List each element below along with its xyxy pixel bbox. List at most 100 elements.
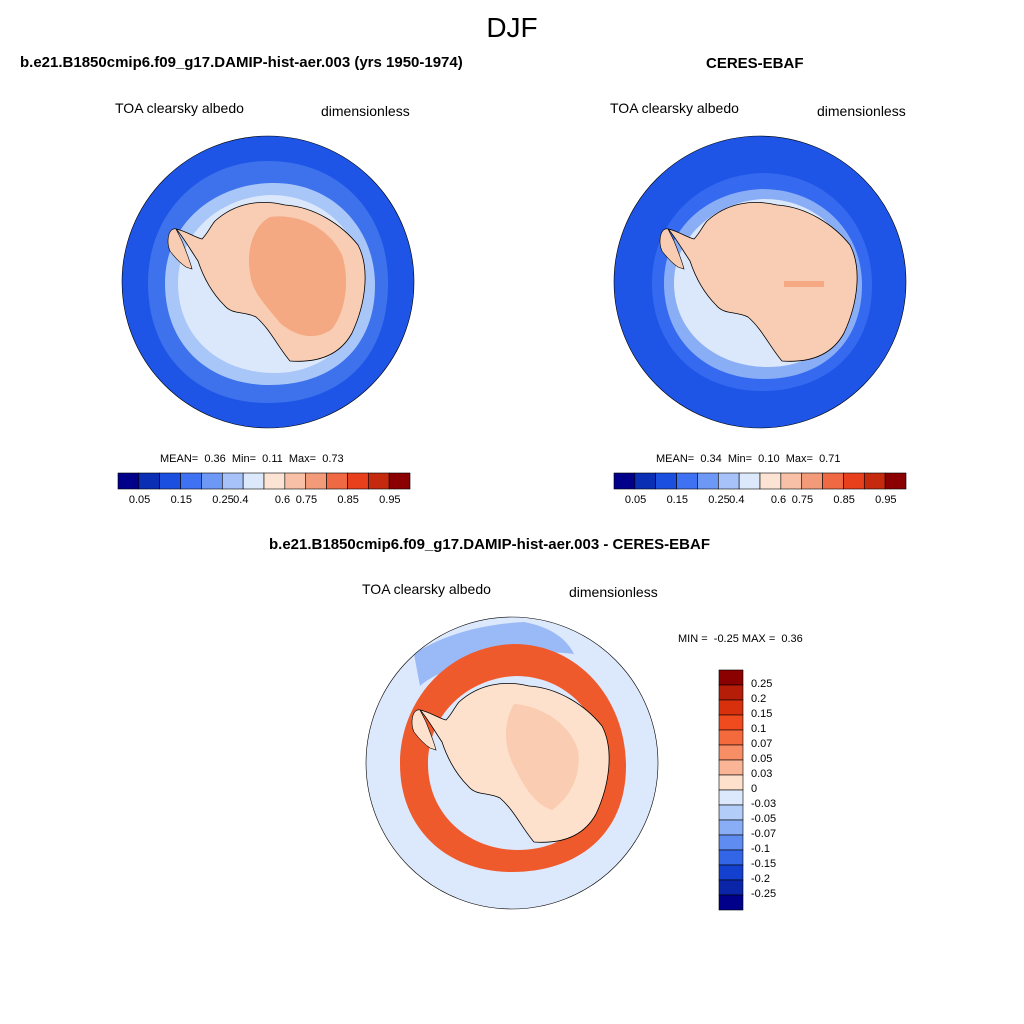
panel-3-stats: MIN = -0.25 MAX = 0.36 <box>678 633 803 645</box>
colorbar-swatch <box>305 472 327 490</box>
colorbar-tick-label: 0.95 <box>379 494 401 506</box>
panel-2-title: CERES-EBAF <box>706 55 804 72</box>
colorbar-tick-label: 0.25 <box>708 494 730 506</box>
colorbar-tick-label: 0.85 <box>337 494 359 506</box>
colorbar-swatch <box>718 759 744 776</box>
colorbar-swatch <box>843 472 865 490</box>
min-label: Min= <box>231 453 257 465</box>
colorbar-swatch <box>718 669 744 686</box>
antarctica-continent <box>666 202 858 362</box>
colorbar-tick-label: 0.05 <box>128 494 151 506</box>
colorbar-tick-label: 0.05 <box>624 494 647 506</box>
colorbar-swatch <box>326 472 348 490</box>
colorbar-swatch <box>759 472 782 490</box>
colorbar-tick-label: 0 <box>751 783 758 795</box>
min-label: Min= <box>727 453 753 465</box>
colorbar-tick-label: 0.75 <box>791 494 814 506</box>
colorbar-tick-label: 0.15 <box>751 708 773 720</box>
colorbar-swatch <box>655 472 677 490</box>
colorbar-tick-label: -0.07 <box>751 828 777 840</box>
panel-2-polar-map <box>613 135 907 429</box>
colorbar-tick-label: -0.2 <box>751 873 770 885</box>
colorbar-tick-label: 0.4 <box>729 494 745 506</box>
panel-3-variable-label: TOA clearsky albedo <box>362 581 491 597</box>
colorbar-tick-label: 0.2 <box>751 693 767 705</box>
colorbar-swatch <box>718 684 744 701</box>
max-label: MAX = <box>741 633 776 645</box>
panel-3-units-label: dimensionless <box>569 584 658 600</box>
east-antarctic-plateau <box>248 216 347 337</box>
colorbar-swatch <box>388 472 411 490</box>
mean-label: MEAN= <box>656 453 695 465</box>
panel-2-stats: MEAN= 0.34 Min= 0.10 Max= 0.71 <box>656 453 840 465</box>
antarctic-peninsula <box>659 228 685 270</box>
colorbar-tick-label: 0.25 <box>751 678 773 690</box>
colorbar-tick-label: 0.6 <box>274 494 291 506</box>
colorbar-swatch <box>738 472 761 490</box>
max-value: 0.73 <box>322 453 344 465</box>
colorbar-swatch <box>718 879 744 896</box>
colorbar-tick-label: 0.6 <box>770 494 787 506</box>
colorbar-swatch <box>718 894 744 911</box>
colorbar-swatch <box>138 472 161 490</box>
colorbar-swatch <box>884 472 907 490</box>
colorbar-tick-label: 0.75 <box>295 494 318 506</box>
panel-1-colorbar-labels: 0.05 0.15 0.25 0.4 0.6 0.75 0.85 0.95 <box>118 494 410 508</box>
panel-1-variable-label: TOA clearsky albedo <box>115 100 244 116</box>
colorbar-swatch <box>117 472 140 490</box>
colorbar-tick-label: 0.95 <box>875 494 897 506</box>
colorbar-tick-label: 0.85 <box>833 494 855 506</box>
min-value: 0.10 <box>758 453 780 465</box>
colorbar-swatch <box>718 804 744 821</box>
colorbar-tick-label: 0.4 <box>233 494 249 506</box>
panel-3-colorbar <box>718 669 744 911</box>
colorbar-swatch <box>718 714 744 731</box>
colorbar-swatch <box>347 472 369 490</box>
panel-2-colorbar-labels: 0.05 0.15 0.25 0.4 0.6 0.75 0.85 0.95 <box>614 494 906 508</box>
antarctic-peninsula <box>411 709 437 751</box>
colorbar-swatch <box>613 472 636 490</box>
colorbar-swatch <box>718 744 744 761</box>
colorbar-swatch <box>180 472 202 490</box>
plateau-patch <box>784 281 824 287</box>
colorbar-swatch <box>263 472 286 490</box>
colorbar-tick-label: 0.15 <box>170 494 192 506</box>
colorbar-tick-label: -0.25 <box>751 888 777 900</box>
colorbar-tick-label: 0.07 <box>751 738 773 750</box>
colorbar-tick-label: -0.05 <box>751 813 777 825</box>
mean-value: 0.36 <box>204 453 226 465</box>
colorbar-tick-label: 0.25 <box>212 494 234 506</box>
colorbar-swatch <box>676 472 698 490</box>
panel-2-variable-label: TOA clearsky albedo <box>610 100 739 116</box>
colorbar-swatch <box>863 472 886 490</box>
mean-label: MEAN= <box>160 453 199 465</box>
colorbar-swatch <box>780 472 803 490</box>
colorbar-swatch <box>284 472 307 490</box>
colorbar-swatch <box>718 864 744 881</box>
panel-3-colorbar-labels: 0.25 0.2 0.15 0.1 0.07 0.05 0.03 0 -0.03 -0.05 -0.… <box>751 670 811 910</box>
colorbar-swatch <box>201 472 223 490</box>
mean-value: 0.34 <box>700 453 722 465</box>
colorbar-swatch <box>718 774 744 791</box>
colorbar-swatch <box>242 472 265 490</box>
colorbar-swatch <box>697 472 719 490</box>
panel-2-units-label: dimensionless <box>817 103 906 119</box>
colorbar-swatch <box>718 819 744 836</box>
colorbar-swatch <box>717 472 740 490</box>
colorbar-swatch <box>367 472 390 490</box>
colorbar-tick-label: 0.1 <box>751 723 767 735</box>
colorbar-swatch <box>718 834 744 851</box>
min-label: MIN = <box>678 633 708 645</box>
min-value: 0.11 <box>262 453 283 465</box>
max-value: 0.36 <box>781 633 803 645</box>
colorbar-swatch <box>801 472 823 490</box>
colorbar-swatch <box>718 699 744 716</box>
max-label: Max= <box>785 453 813 465</box>
antarctic-peninsula <box>167 228 193 270</box>
continent-positive-patch <box>505 704 579 810</box>
min-value: -0.25 <box>713 633 739 645</box>
colorbar-swatch <box>822 472 844 490</box>
colorbar-tick-label: -0.15 <box>751 858 777 870</box>
colorbar-tick-label: 0.03 <box>751 768 773 780</box>
panel-1-units-label: dimensionless <box>321 103 410 119</box>
